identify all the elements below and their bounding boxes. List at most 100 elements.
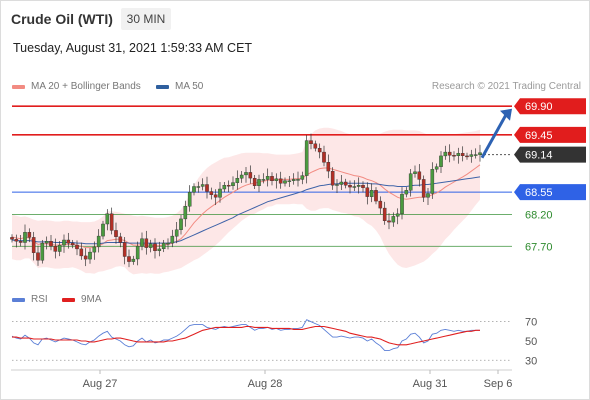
candle-body — [456, 153, 461, 157]
candle-body — [92, 246, 97, 253]
candle-body — [291, 179, 296, 181]
forecast-arrow-shaft — [480, 114, 508, 159]
candle-body — [179, 218, 183, 230]
candle-body — [252, 177, 257, 186]
candle-body — [161, 242, 166, 250]
candle-body — [231, 182, 235, 187]
candle-body — [382, 207, 387, 222]
candle-body — [313, 143, 318, 149]
candle-body — [79, 248, 84, 257]
candle-body — [235, 177, 240, 183]
candle-body — [218, 188, 222, 198]
candle-body — [369, 190, 374, 197]
timeframe-badge[interactable]: 30 MIN — [121, 8, 171, 30]
candle-body — [14, 239, 19, 242]
forecast-arrow-head — [500, 108, 512, 121]
candle-body — [287, 180, 292, 182]
x-tick-label: Sep 6 — [484, 378, 513, 390]
candle-body — [75, 244, 79, 250]
candle-body — [135, 246, 140, 260]
candle-body — [31, 237, 36, 253]
candle-body — [309, 140, 313, 145]
candle-body — [101, 223, 105, 237]
candle-body — [439, 155, 443, 167]
ma20-swatch — [12, 84, 25, 89]
candle-body — [44, 240, 49, 244]
level-badge-69-90 — [514, 98, 586, 115]
candle-body — [109, 213, 114, 231]
candle-body — [183, 205, 188, 220]
candle-body — [114, 230, 118, 237]
candle-body — [270, 176, 274, 182]
candle-body — [469, 154, 474, 157]
candle-body — [209, 191, 214, 195]
candle-body — [248, 172, 253, 179]
candle-body — [153, 243, 157, 252]
level-label-69-14: 69.14 — [525, 150, 553, 162]
candle-body — [261, 179, 266, 181]
candle-body — [322, 151, 326, 163]
candle-body — [296, 179, 300, 181]
candle-body — [283, 180, 287, 184]
rsi-tick-30: 30 — [525, 355, 537, 367]
candle-body — [127, 256, 131, 262]
candle-body — [265, 176, 270, 180]
ma9-swatch — [62, 297, 75, 302]
candle-body — [413, 171, 417, 174]
candle-body — [10, 237, 14, 240]
legend-9ma: 9MA — [62, 294, 102, 305]
rsi-line — [11, 319, 480, 352]
candle-body — [465, 155, 469, 158]
candle-body — [326, 161, 331, 172]
candle-body — [192, 186, 196, 193]
candle-body — [18, 240, 23, 243]
copyright: Research © 2021 Trading Central — [431, 81, 581, 92]
candle-body — [278, 178, 283, 184]
candle-body — [460, 153, 465, 157]
legend-rsi-label: RSI — [31, 294, 48, 305]
candle-body — [62, 239, 66, 246]
bollinger-band — [12, 127, 480, 275]
level-label-67-70: 67.70 — [525, 241, 553, 253]
candle-body — [374, 190, 378, 202]
candle-body — [365, 187, 370, 197]
legend-ma50: MA 50 — [156, 81, 203, 92]
candle-body — [317, 147, 322, 153]
candle-body — [70, 242, 75, 246]
legend-9ma-label: 9MA — [81, 294, 102, 305]
candle-body — [200, 184, 205, 187]
instrument-title: Crude Oil (WTI) — [11, 11, 113, 27]
candle-body — [343, 181, 348, 186]
candle-body — [66, 239, 71, 244]
level-badge-69-14 — [514, 146, 586, 163]
candle-body — [213, 194, 218, 198]
candle-body — [205, 184, 209, 192]
candle-body — [304, 140, 309, 176]
candle-body — [348, 184, 352, 188]
ma50-line — [11, 176, 481, 245]
candle-body — [222, 184, 227, 190]
candle-body — [166, 242, 170, 245]
candle-body — [478, 152, 482, 155]
timestamp: Tuesday, August 31, 2021 1:59:33 AM CET — [13, 41, 253, 55]
candle-body — [335, 184, 339, 186]
candle-body — [196, 186, 201, 188]
candle-body — [378, 200, 383, 209]
level-label-69-90: 69.90 — [525, 101, 553, 113]
candle-body — [395, 213, 400, 217]
x-tick-label: Aug 28 — [248, 378, 283, 390]
legend-ma50-label: MA 50 — [175, 81, 204, 92]
candle-body — [352, 186, 357, 188]
candle-body — [226, 184, 231, 187]
candle-body — [57, 244, 62, 252]
rsi-swatch — [12, 297, 25, 302]
candle-body — [330, 170, 335, 186]
candle-body — [118, 236, 123, 243]
legend-ma20: MA 20 + Bollinger Bands — [12, 81, 141, 92]
candle-body — [105, 213, 110, 225]
candle-body — [157, 248, 162, 251]
candle-body — [174, 229, 179, 237]
candle-body — [452, 154, 456, 157]
candle-body — [473, 154, 478, 156]
